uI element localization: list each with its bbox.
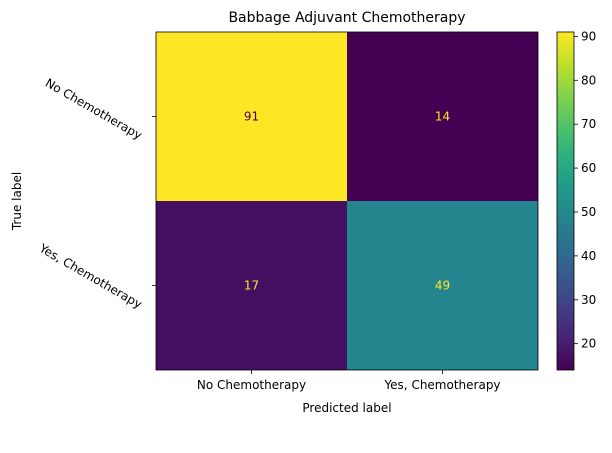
x-axis-label: Predicted label	[302, 401, 391, 415]
colorbar	[557, 32, 574, 370]
colorbar-tick-label: 70	[581, 117, 596, 131]
cell-value-label: 91	[244, 110, 259, 124]
cell-annotations: 91 14 17 49	[244, 110, 450, 293]
y-tick-label: Yes, Chemotherapy	[36, 241, 144, 312]
colorbar-tick-label: 90	[581, 29, 596, 43]
heatmap-cell	[347, 201, 538, 370]
colorbar-tick-label: 60	[581, 161, 596, 175]
colorbar-tick-label: 30	[581, 293, 596, 307]
colorbar-frame	[556, 31, 575, 371]
y-axis-label: True label	[10, 172, 24, 231]
colorbar-tick-label: 40	[581, 249, 596, 263]
colorbar-ticks: 20 30 40 50 60 70 80 90	[574, 29, 596, 351]
y-tick-label: No Chemotherapy	[43, 76, 145, 143]
heatmap-cell	[156, 201, 347, 370]
heatmap-cell	[347, 32, 538, 201]
cell-value-label: 14	[435, 110, 450, 124]
y-axis: No Chemotherapy Yes, Chemotherapy	[36, 76, 156, 312]
x-axis: No Chemotherapy Yes, Chemotherapy	[197, 370, 501, 392]
chart-title: Babbage Adjuvant Chemotherapy	[228, 10, 465, 26]
plot-frame	[155, 31, 539, 371]
colorbar-tick-label: 50	[581, 205, 596, 219]
cell-value-label: 17	[244, 279, 259, 293]
heatmap-cell	[156, 32, 347, 201]
colorbar-tick-label: 80	[581, 73, 596, 87]
x-tick-label: No Chemotherapy	[197, 378, 306, 392]
cell-value-label: 49	[435, 279, 450, 293]
colorbar-tick-label: 20	[581, 337, 596, 351]
heatmap-cells	[156, 32, 538, 370]
x-tick-label: Yes, Chemotherapy	[383, 378, 500, 392]
